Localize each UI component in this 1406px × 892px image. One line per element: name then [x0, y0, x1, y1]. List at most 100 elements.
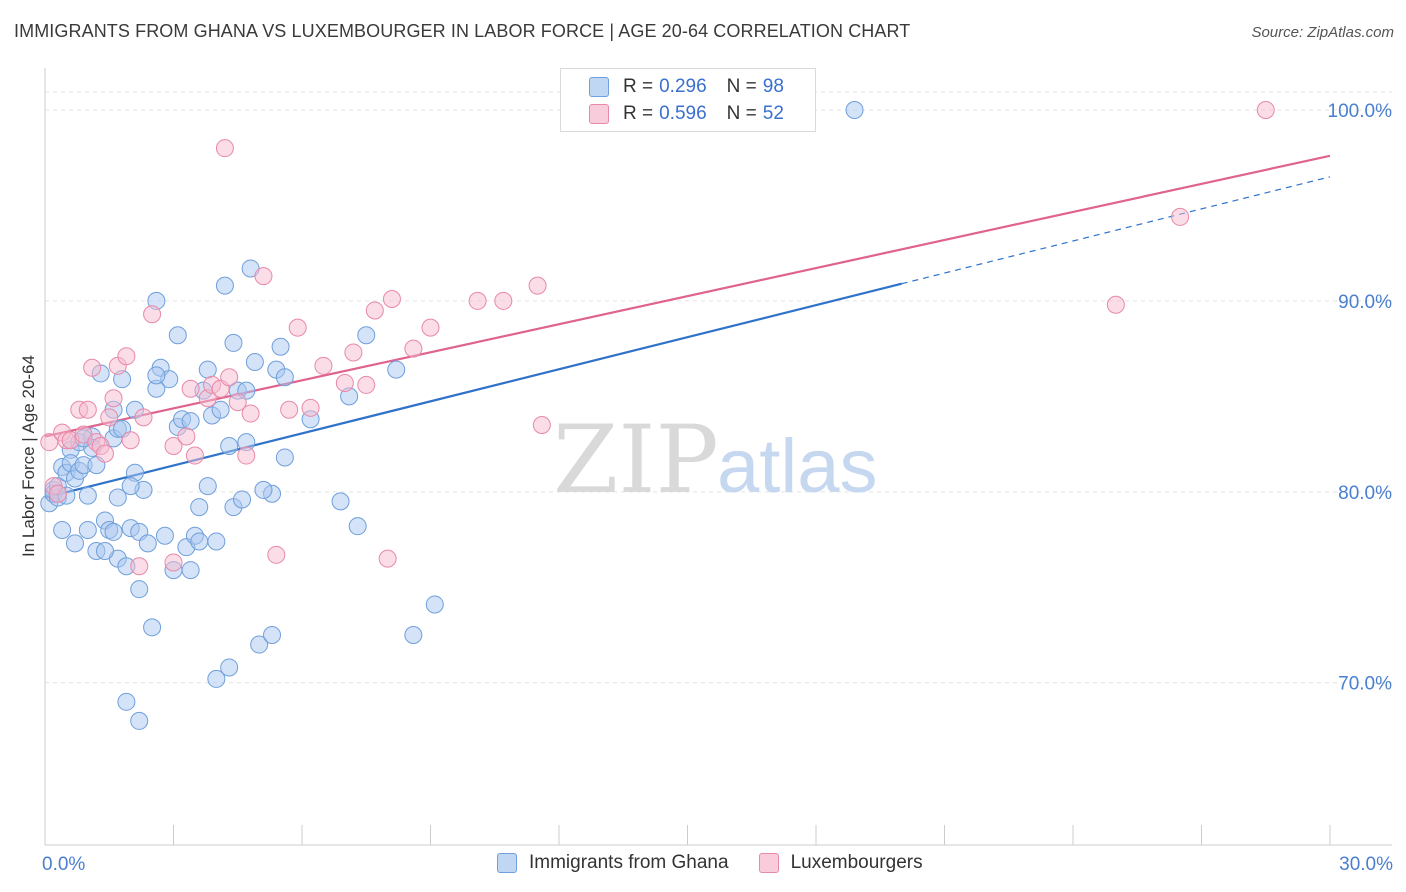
data-point-blue: [404, 626, 423, 644]
data-point-blue: [207, 532, 226, 551]
y-tick-label: 100.0%: [1328, 101, 1393, 122]
data-point-blue: [168, 326, 187, 345]
data-point-blue: [95, 542, 114, 560]
legend-swatch-blue: [497, 853, 517, 873]
legend-item-lux: Luxembourgers: [758, 852, 923, 874]
data-point-blue: [138, 534, 157, 553]
legend-n-label: N =: [726, 103, 757, 124]
data-point-blue: [155, 526, 174, 545]
data-point-pink: [164, 437, 183, 455]
data-point-blue: [254, 480, 273, 499]
data-point-blue: [275, 448, 294, 467]
data-point-blue: [275, 368, 294, 387]
x-tick-label: 30.0%: [1339, 854, 1393, 875]
data-point-blue: [198, 360, 217, 379]
data-point-blue: [224, 333, 243, 352]
data-point-blue: [331, 492, 350, 511]
data-point-blue: [190, 498, 209, 517]
tick-labels: 70.0% 80.0% 90.0% 100.0% 0.0% 30.0%: [42, 101, 1393, 875]
data-point-blue: [233, 490, 252, 509]
data-point-blue: [357, 326, 376, 345]
data-point-pink: [237, 446, 256, 465]
data-point-pink: [528, 276, 547, 295]
data-point-pink: [78, 400, 97, 419]
data-point-pink: [254, 267, 273, 286]
data-point-pink: [181, 379, 200, 398]
data-point-pink: [164, 553, 183, 572]
data-point-pink: [421, 318, 440, 337]
legend-label-ghana: Immigrants from Ghana: [529, 852, 729, 873]
data-point-blue: [250, 635, 269, 654]
data-point-blue: [211, 400, 230, 419]
data-point-pink: [404, 339, 423, 358]
data-point-pink: [215, 139, 234, 158]
data-point-pink: [267, 545, 286, 564]
data-point-blue: [117, 692, 136, 711]
data-point-pink: [1106, 295, 1125, 314]
data-point-blue: [271, 337, 290, 356]
legend-r-value: 0.296: [659, 76, 707, 97]
data-point-pink: [83, 358, 102, 377]
data-point-pink: [228, 393, 247, 412]
data-point-blue: [348, 517, 367, 536]
legend-label-lux: Luxembourgers: [790, 852, 923, 873]
data-point-pink: [48, 484, 67, 503]
data-point-pink: [288, 318, 307, 337]
data-point-pink: [185, 446, 204, 465]
data-point-pink: [357, 375, 376, 394]
data-point-blue: [220, 658, 239, 677]
data-point-pink: [241, 404, 260, 423]
data-point-pink: [335, 374, 354, 392]
data-point-pink: [1256, 101, 1275, 119]
data-point-pink: [121, 431, 140, 450]
y-axis-label: In Labor Force | Age 20-64: [19, 355, 38, 557]
chart-title: IMMIGRANTS FROM GHANA VS LUXEMBOURGER IN…: [14, 21, 911, 41]
data-point-blue: [190, 532, 209, 551]
y-tick-label: 90.0%: [1338, 292, 1392, 313]
legend-n-value: 52: [762, 103, 784, 124]
data-point-pink: [117, 347, 136, 366]
legend-r-label: R =: [623, 76, 654, 97]
series-legend: Immigrants from Ghana Luxembourgers: [497, 852, 953, 874]
legend-swatch-blue: [589, 77, 609, 97]
data-point-blue: [147, 366, 166, 385]
data-point-pink: [280, 400, 299, 419]
trend-line-pink: [44, 154, 1331, 438]
data-point-blue: [130, 711, 149, 730]
data-point-blue: [181, 561, 200, 580]
legend-n-value: 98: [762, 76, 784, 97]
data-point-pink: [365, 301, 384, 320]
data-point-blue: [78, 521, 97, 539]
x-tick-label: 0.0%: [42, 854, 85, 875]
data-point-pink: [301, 398, 320, 417]
data-point-blue: [130, 580, 149, 599]
data-point-blue: [387, 360, 406, 379]
data-point-pink: [134, 408, 153, 427]
data-point-blue: [263, 626, 282, 644]
trend-line-blue: [44, 282, 902, 499]
watermark-zip: ZIP: [553, 406, 719, 515]
y-tick-label: 70.0%: [1338, 674, 1392, 695]
data-point-pink: [104, 389, 123, 408]
legend-item-ghana: Immigrants from Ghana: [497, 852, 729, 874]
data-point-blue: [143, 618, 162, 637]
data-point-pink: [468, 291, 487, 310]
data-point-blue: [121, 477, 140, 496]
data-point-pink: [344, 343, 363, 362]
data-point-pink: [1171, 207, 1190, 226]
watermark-atlas: atlas: [717, 424, 878, 509]
data-point-blue: [245, 353, 264, 371]
data-point-pink: [100, 408, 119, 427]
stats-legend: R = 0.296 N = 98 R = 0.596 N = 52: [560, 68, 816, 132]
data-point-blue: [845, 101, 864, 119]
data-point-pink: [95, 444, 114, 463]
data-points: [40, 101, 1275, 730]
data-point-pink: [494, 291, 513, 310]
data-point-blue: [207, 669, 226, 688]
legend-n-label: N =: [726, 76, 757, 97]
data-point-pink: [532, 416, 551, 434]
data-point-blue: [78, 486, 97, 505]
data-point-blue: [53, 521, 72, 539]
data-point-blue: [425, 595, 444, 614]
